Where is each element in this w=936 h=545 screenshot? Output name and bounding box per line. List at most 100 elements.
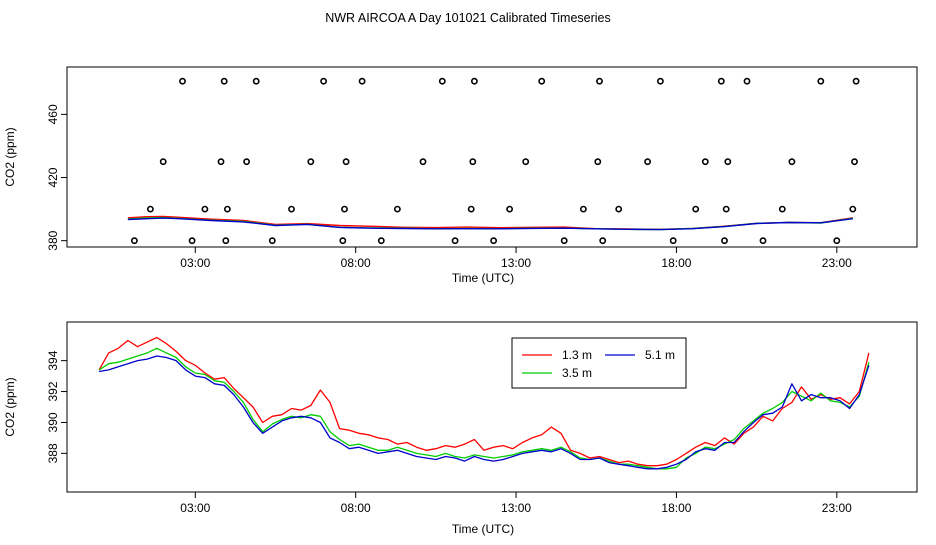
calibration-point xyxy=(130,237,138,245)
series-line-5-1-m xyxy=(98,355,870,470)
calibration-point xyxy=(669,237,677,245)
calibration-point xyxy=(849,205,857,213)
calibration-point xyxy=(268,237,276,245)
calibration-point xyxy=(644,158,651,166)
calibration-point xyxy=(342,158,350,166)
calibration-point xyxy=(358,77,366,85)
legend: 1.3 m 3.5 m 5.1 m xyxy=(511,337,687,389)
calibration-point xyxy=(243,158,250,166)
calibration-point xyxy=(220,77,228,85)
y-tick-label: 394 xyxy=(46,350,60,370)
bottom-y-axis: 388 390 392 394 xyxy=(46,350,67,463)
top-calibration-points xyxy=(130,77,860,245)
calibration-point xyxy=(222,237,230,245)
calibration-point xyxy=(522,158,530,166)
calibration-point xyxy=(223,205,231,213)
top-x-axis-label: Time (UTC) xyxy=(452,271,514,285)
legend-label-3-5m: 3.5 m xyxy=(562,366,592,380)
top-plot-frame xyxy=(66,66,918,248)
calibration-point xyxy=(724,158,732,166)
calibration-point xyxy=(506,205,513,213)
top-y-axis-label: CO2 (ppm) xyxy=(3,127,17,186)
calibration-point xyxy=(201,205,209,213)
legend-label-5-1m: 5.1 m xyxy=(645,348,675,362)
x-tick-label: 13:00 xyxy=(501,256,531,270)
calibration-point xyxy=(759,237,767,245)
x-tick-label: 03:00 xyxy=(180,256,210,270)
calibration-point xyxy=(778,205,786,213)
calibration-point xyxy=(580,205,587,213)
calibration-point xyxy=(307,158,315,166)
calibration-point xyxy=(179,77,186,85)
calibration-point xyxy=(146,205,154,213)
series-line-5-1-m xyxy=(127,217,853,231)
top-series-group xyxy=(127,215,853,231)
calibration-point xyxy=(852,77,860,85)
bottom-y-axis-label: CO2 (ppm) xyxy=(3,377,17,436)
calibration-point xyxy=(393,205,401,213)
calibration-point xyxy=(560,237,568,245)
x-tick-label: 08:00 xyxy=(341,501,371,515)
calibration-point xyxy=(538,77,546,85)
calibration-point xyxy=(596,77,603,85)
y-tick-label: 420 xyxy=(46,167,60,187)
calibration-point xyxy=(341,205,348,213)
y-tick-label: 380 xyxy=(46,230,60,250)
calibration-point xyxy=(320,77,327,85)
calibration-point xyxy=(833,237,841,245)
calibration-point xyxy=(470,77,478,85)
calibration-point xyxy=(701,158,709,166)
bottom-panel: 03:00 08:00 13:00 18:00 23:00 388 390 392 394 T… xyxy=(3,321,918,536)
calibration-point xyxy=(599,237,607,245)
x-tick-label: 23:00 xyxy=(822,501,852,515)
calibration-point xyxy=(217,158,225,166)
series-line-1-3-m xyxy=(98,336,870,467)
calibration-point xyxy=(490,237,497,245)
series-line-3-5-m xyxy=(98,347,870,470)
calibration-point xyxy=(377,237,385,245)
calibration-point xyxy=(692,205,700,213)
y-tick-label: 388 xyxy=(46,443,60,463)
calibration-point xyxy=(657,77,664,85)
x-tick-label: 13:00 xyxy=(501,501,531,515)
top-panel: 03:00 08:00 13:00 18:00 23:00 380 420 460 Time… xyxy=(3,66,918,285)
x-tick-label: 08:00 xyxy=(341,256,371,270)
y-tick-label: 392 xyxy=(46,381,60,401)
calibration-point xyxy=(817,77,825,85)
legend-label-1-3m: 1.3 m xyxy=(562,348,592,362)
x-tick-label: 18:00 xyxy=(661,256,691,270)
calibration-point xyxy=(788,158,796,166)
y-tick-label: 390 xyxy=(46,412,60,432)
calibration-point xyxy=(851,158,858,166)
calibration-point xyxy=(159,158,167,166)
legend-box xyxy=(511,337,687,389)
calibration-point xyxy=(451,237,459,245)
bottom-series-group xyxy=(98,336,870,470)
calibration-point xyxy=(469,158,477,166)
calibration-point xyxy=(188,237,196,245)
bottom-x-axis-label: Time (UTC) xyxy=(452,522,514,536)
series-line-1-3-m xyxy=(127,215,853,230)
x-tick-label: 03:00 xyxy=(180,501,210,515)
top-x-axis: 03:00 08:00 13:00 18:00 23:00 xyxy=(180,247,852,270)
x-tick-label: 18:00 xyxy=(661,501,691,515)
calibration-point xyxy=(717,77,725,85)
calibration-point xyxy=(438,77,446,85)
y-tick-label: 460 xyxy=(46,104,60,124)
calibration-point xyxy=(252,77,260,85)
x-tick-label: 23:00 xyxy=(822,256,852,270)
calibration-point xyxy=(594,158,602,166)
figure-title: NWR AIRCOA A Day 101021 Calibrated Times… xyxy=(325,11,611,25)
calibration-point xyxy=(743,77,751,85)
calibration-point xyxy=(721,237,728,245)
calibration-point xyxy=(288,205,295,213)
calibration-point xyxy=(722,205,730,213)
top-y-axis: 380 420 460 xyxy=(46,104,67,251)
calibration-point xyxy=(419,158,427,166)
bottom-x-axis: 03:00 08:00 13:00 18:00 23:00 xyxy=(180,492,852,515)
bottom-plot-frame xyxy=(66,321,918,493)
calibration-point xyxy=(467,205,475,213)
calibration-point xyxy=(615,205,623,213)
calibration-point xyxy=(339,237,347,245)
